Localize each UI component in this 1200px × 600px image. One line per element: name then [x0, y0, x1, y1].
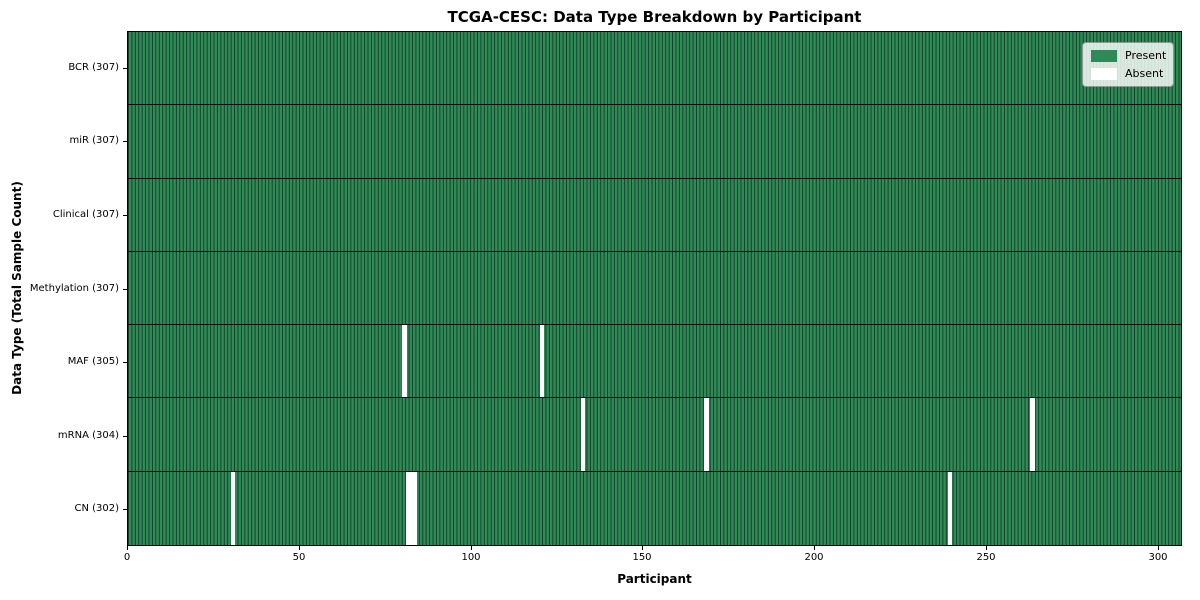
absent-cell: [412, 471, 418, 545]
absent-cell: [947, 471, 953, 545]
heatmap-row-mir: [128, 105, 1181, 179]
absent-cell: [409, 471, 414, 545]
y-tick-mark: [123, 215, 127, 216]
absent-cell: [230, 471, 236, 545]
legend: Present Absent: [1082, 42, 1174, 87]
x-tick-mark: [127, 546, 128, 550]
x-tick-label-50: 50: [292, 552, 306, 563]
legend-label: Absent: [1125, 67, 1164, 80]
absent-cell: [405, 471, 411, 545]
legend-label: Present: [1125, 49, 1167, 62]
x-tick-mark: [986, 546, 987, 550]
y-tick-label-cn: CN (302): [74, 503, 119, 514]
heatmap-row-methylation: [128, 251, 1181, 326]
legend-swatch-present: [1091, 49, 1117, 62]
x-tick-mark: [299, 546, 300, 550]
absent-cell: [539, 325, 545, 398]
absent-cell: [580, 398, 586, 471]
y-tick-label-methylation: Methylation (307): [29, 283, 119, 294]
plot-area: Present Absent: [127, 31, 1182, 546]
heatmap-row-bcr: [128, 32, 1181, 106]
heatmap-row-cn: [128, 471, 1181, 545]
legend-entry-absent: Absent: [1091, 67, 1165, 80]
chart-title: TCGA-CESC: Data Type Breakdown by Partic…: [447, 8, 862, 26]
y-tick-mark: [123, 289, 127, 290]
y-tick-label-maf: MAF (305): [67, 356, 119, 367]
x-tick-label-200: 200: [804, 552, 824, 563]
y-tick-label-mir: miR (307): [69, 135, 119, 146]
y-tick-label-mrna: mRNA (304): [57, 430, 119, 441]
y-tick-label-bcr: BCR (307): [68, 62, 119, 73]
heatmap-row-mrna: [128, 398, 1181, 472]
heatmap-row-clinical: [128, 178, 1181, 252]
y-tick-mark: [123, 436, 127, 437]
y-tick-mark: [123, 141, 127, 142]
x-tick-label-250: 250: [976, 552, 996, 563]
x-tick-mark: [814, 546, 815, 550]
x-tick-label-0: 0: [123, 552, 131, 563]
x-tick-label-100: 100: [461, 552, 481, 563]
legend-swatch-absent: [1091, 67, 1117, 80]
absent-cell: [704, 398, 709, 471]
x-axis-label: Participant: [617, 572, 692, 586]
y-tick-mark: [123, 362, 127, 363]
absent-cell: [1030, 398, 1035, 471]
legend-entry-present: Present: [1091, 49, 1167, 62]
x-tick-mark: [642, 546, 643, 550]
y-tick-mark: [123, 68, 127, 69]
y-tick-label-clinical: Clinical (307): [52, 209, 119, 220]
y-tick-mark: [123, 509, 127, 510]
x-tick-label-300: 300: [1148, 552, 1168, 563]
absent-cell: [402, 325, 407, 398]
x-tick-mark: [1158, 546, 1159, 550]
x-tick-mark: [471, 546, 472, 550]
heatmap-row-maf: [128, 325, 1181, 399]
x-tick-label-150: 150: [632, 552, 652, 563]
